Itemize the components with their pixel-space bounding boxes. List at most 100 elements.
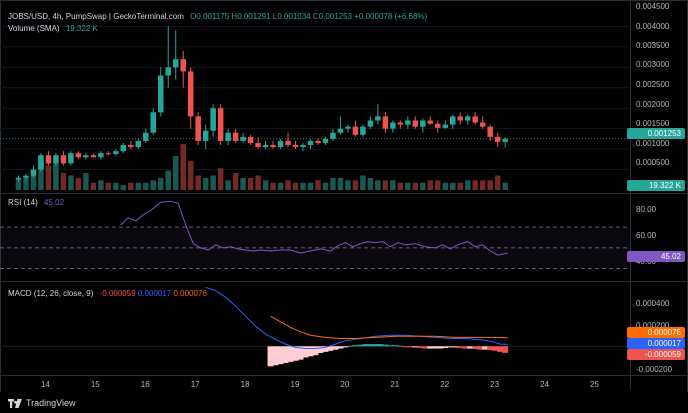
volume-bar (494, 175, 501, 190)
macd-axis-label: 0.000400 (636, 299, 670, 308)
candle-body (240, 136, 246, 141)
rsi-pane[interactable] (0, 194, 630, 281)
candle-body (494, 136, 501, 142)
candle-body (270, 145, 276, 148)
volume-bar (120, 185, 127, 190)
candle-body (420, 120, 426, 127)
close-value: 0.001253 (318, 12, 353, 21)
volume-bar (75, 177, 82, 190)
candle-body (247, 136, 254, 143)
candle-body (165, 67, 171, 76)
volume-bar (315, 180, 321, 190)
price-pane[interactable] (0, 0, 630, 193)
macd-pane[interactable] (0, 282, 630, 375)
volume-bar (45, 165, 52, 190)
last-price-tag: 0.001253 (627, 128, 685, 139)
volume-label: Volume (SMA) (8, 24, 60, 33)
macd-histogram-bar (467, 346, 474, 349)
rsi-legend: RSI (14) 45.02 (8, 198, 64, 208)
volume-bar (217, 168, 224, 190)
macd-histogram-bar (337, 346, 344, 349)
candle-body (210, 108, 216, 131)
candle-body (195, 116, 201, 141)
volume-bar (158, 177, 164, 190)
volume-bar (464, 180, 471, 190)
macd-histogram-bar (342, 346, 349, 348)
candle-body (442, 124, 449, 128)
volume-bar (23, 177, 29, 190)
candle-body (375, 116, 381, 121)
candle-body (472, 116, 478, 123)
price-axis-label: 0.002500 (636, 80, 670, 89)
candle-body (285, 140, 291, 146)
macd-hist-value: -0.000059 (99, 289, 136, 298)
candle-body (307, 140, 314, 146)
volume-bar (487, 180, 493, 190)
candle-body (30, 169, 37, 176)
volume-bar (38, 156, 44, 190)
price-axis-label: 0.000500 (636, 158, 670, 167)
tradingview-label: TradingView (26, 398, 76, 408)
volume-bar (135, 182, 142, 190)
macd-histogram-bar (282, 346, 289, 363)
macd-axis-label: 0.000200 (636, 321, 670, 330)
low-value: 0.001034 (277, 12, 311, 21)
candle-body (90, 155, 97, 158)
macd-histogram-bar (292, 346, 299, 361)
candle-body (337, 128, 344, 133)
volume-bar (60, 173, 67, 190)
macd-histogram-bar (307, 346, 314, 357)
pane-separator[interactable] (0, 281, 688, 282)
change-value: +0.000078 (+6.68%) (354, 12, 428, 21)
macd-histogram-bar (397, 345, 404, 347)
volume-bar (150, 180, 157, 190)
macd-histogram-bar (407, 346, 414, 348)
volume-bar (352, 180, 359, 190)
volume-bar (420, 182, 426, 190)
candle-body (427, 120, 434, 124)
time-axis-label: 14 (40, 380, 50, 389)
candle-body (457, 116, 463, 121)
macd-histogram-bar (452, 346, 459, 348)
macd-signal-value: 0.000076 (173, 289, 207, 298)
tradingview-brand[interactable]: TradingView (8, 398, 76, 408)
high-value: 0.001291 (237, 12, 271, 21)
candle-body (405, 120, 411, 125)
candle-body (390, 122, 396, 129)
candle-body (83, 155, 89, 158)
open-label: O (190, 12, 197, 21)
volume-legend: Volume (SMA) 19.322 K (8, 24, 98, 34)
macd-signal-tag: 0.000076 (627, 327, 685, 338)
volume-bar (240, 177, 246, 190)
volume-bar (412, 182, 419, 190)
macd-label: MACD (12, 26, close, 9) (8, 289, 94, 298)
macd-histogram-bar (287, 346, 294, 362)
volume-bar (53, 160, 59, 190)
macd-histogram-bar (322, 346, 329, 352)
candle-body (15, 177, 22, 180)
volume-bar (83, 173, 89, 190)
volume-bar (113, 182, 119, 190)
candle-body (187, 71, 194, 117)
candle-body (105, 153, 112, 155)
macd-histogram-bar (487, 346, 494, 351)
macd-histogram-bar (347, 345, 354, 347)
volume-bar (390, 180, 396, 190)
candle-body (464, 116, 471, 121)
volume-bar (502, 182, 508, 190)
volume-bar (442, 182, 449, 190)
rsi-axis-label: 60.00 (636, 231, 657, 240)
volume-bar (143, 182, 149, 190)
volume-bar (232, 173, 239, 190)
volume-bar (225, 180, 231, 190)
macd-histogram-bar (362, 344, 369, 347)
time-axis-label: 15 (90, 380, 100, 389)
macd-histogram-bar (317, 346, 324, 353)
macd-histogram-bar (377, 344, 384, 347)
volume-bar (262, 180, 269, 190)
candle-body (53, 155, 59, 164)
candle-body (479, 122, 486, 127)
pane-separator[interactable] (0, 193, 688, 194)
macd-histogram-bar (427, 346, 434, 349)
macd-legend: MACD (12, 26, close, 9) -0.000059 0.0000… (8, 289, 207, 299)
